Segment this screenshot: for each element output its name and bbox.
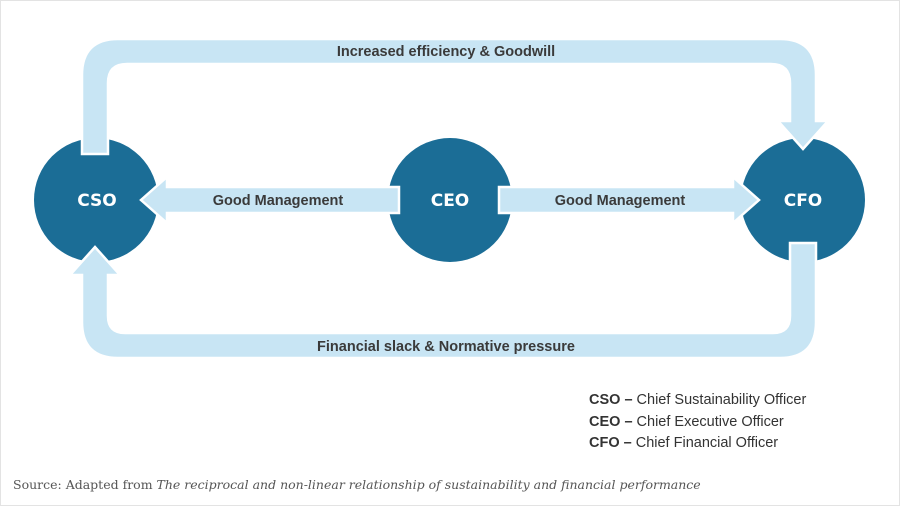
ceo-to-cfo-label: Good Management	[555, 193, 686, 209]
source-caption: Source: Adapted from The reciprocal and …	[13, 477, 701, 492]
cso-node	[34, 138, 158, 262]
ceo-to-cso-label: Good Management	[213, 193, 344, 209]
source-prefix: Source: Adapted from	[13, 477, 157, 492]
legend-abbr: CSO	[589, 392, 621, 408]
top-flow-label: Increased efficiency & Goodwill	[337, 44, 555, 60]
top-flow-arrow	[80, 37, 831, 156]
ceo-to-cso-arrow	[139, 174, 401, 226]
legend: CSO – Chief Sustainability Officer CEO –…	[589, 390, 806, 455]
bottom-flow-arrow	[67, 241, 818, 360]
ceo-label: CEO	[431, 191, 470, 211]
bottom-flow-label: Financial slack & Normative pressure	[317, 339, 575, 355]
legend-full: Chief Financial Officer	[635, 435, 779, 451]
legend-abbr: CFO	[589, 435, 620, 451]
ceo-node	[388, 138, 512, 262]
cso-label: CSO	[77, 191, 117, 211]
legend-item-cfo: CFO – Chief Financial Officer	[589, 433, 806, 455]
ceo-to-cfo-arrow	[497, 174, 761, 226]
source-title: The reciprocal and non-linear relationsh…	[156, 477, 701, 492]
legend-full: Chief Sustainability Officer	[636, 392, 807, 408]
legend-sep: –	[619, 435, 636, 451]
legend-full: Chief Executive Officer	[636, 413, 784, 430]
legend-item-cso: CSO – Chief Sustainability Officer	[589, 390, 806, 412]
cfo-node	[741, 138, 865, 262]
legend-sep: –	[620, 392, 637, 408]
cfo-label: CFO	[784, 191, 823, 211]
legend-abbr: CEO	[589, 413, 621, 430]
legend-item-ceo: CEO – Chief Executive Officer	[589, 412, 806, 434]
legend-sep: –	[620, 413, 637, 430]
